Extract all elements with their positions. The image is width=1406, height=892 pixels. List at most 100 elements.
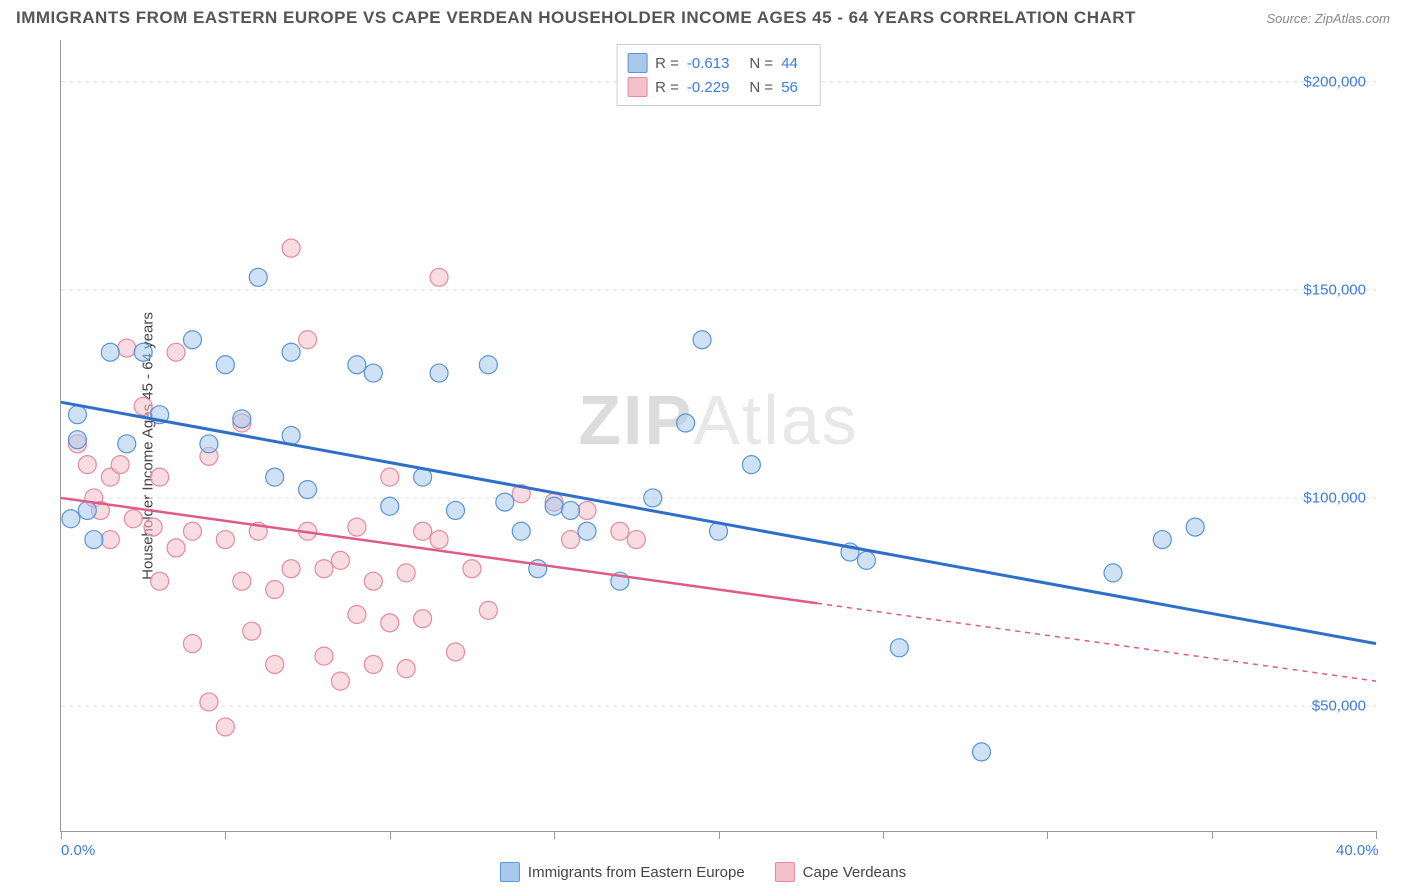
scatter-point — [644, 489, 662, 507]
scatter-point — [742, 456, 760, 474]
scatter-point — [315, 560, 333, 578]
scatter-point — [266, 468, 284, 486]
scatter-point — [331, 551, 349, 569]
x-tick — [61, 831, 62, 839]
scatter-point — [1104, 564, 1122, 582]
scatter-point — [545, 497, 563, 515]
scatter-point — [78, 456, 96, 474]
scatter-point — [299, 481, 317, 499]
scatter-point — [216, 531, 234, 549]
x-tick — [1212, 831, 1213, 839]
r-label: R = — [655, 55, 679, 72]
y-tick-label: $100,000 — [1303, 489, 1366, 506]
legend-swatch-blue — [500, 862, 520, 882]
scatter-point — [167, 343, 185, 361]
scatter-point — [118, 435, 136, 453]
scatter-point — [151, 468, 169, 486]
scatter-point — [447, 643, 465, 661]
scatter-point — [282, 239, 300, 257]
scatter-point — [68, 406, 86, 424]
scatter-point — [331, 672, 349, 690]
scatter-point — [200, 693, 218, 711]
scatter-point — [282, 343, 300, 361]
scatter-point — [184, 522, 202, 540]
n-value: 56 — [781, 79, 798, 96]
scatter-point — [233, 572, 251, 590]
scatter-point — [151, 572, 169, 590]
scatter-point — [381, 614, 399, 632]
x-tick — [1376, 831, 1377, 839]
scatter-point — [144, 518, 162, 536]
scatter-point — [282, 560, 300, 578]
scatter-point — [266, 655, 284, 673]
y-tick-label: $150,000 — [1303, 281, 1366, 298]
scatter-point — [479, 601, 497, 619]
scatter-point — [184, 635, 202, 653]
scatter-point — [578, 501, 596, 519]
scatter-point — [364, 655, 382, 673]
scatter-point — [496, 493, 514, 511]
chart-plot-area: ZIPAtlas R = -0.613 N = 44 R = -0.229 N … — [60, 40, 1376, 832]
y-tick-label: $50,000 — [1312, 698, 1366, 715]
scatter-point — [216, 718, 234, 736]
scatter-point — [348, 606, 366, 624]
r-value: -0.613 — [687, 55, 730, 72]
scatter-plot-svg — [61, 40, 1376, 831]
x-tick — [390, 831, 391, 839]
y-tick-label: $200,000 — [1303, 73, 1366, 90]
scatter-point — [299, 331, 317, 349]
n-label: N = — [749, 55, 773, 72]
scatter-point — [463, 560, 481, 578]
scatter-point — [430, 364, 448, 382]
bottom-legend: Immigrants from Eastern Europe Cape Verd… — [500, 862, 906, 882]
legend-swatch-pink — [775, 862, 795, 882]
x-tick — [883, 831, 884, 839]
x-tick-label: 0.0% — [61, 842, 95, 859]
scatter-point — [677, 414, 695, 432]
n-label: N = — [749, 79, 773, 96]
scatter-point — [693, 331, 711, 349]
n-value: 44 — [781, 55, 798, 72]
scatter-point — [1186, 518, 1204, 536]
scatter-point — [118, 339, 136, 357]
scatter-point — [430, 531, 448, 549]
scatter-point — [397, 564, 415, 582]
legend-item: Immigrants from Eastern Europe — [500, 862, 745, 882]
chart-title: IMMIGRANTS FROM EASTERN EUROPE VS CAPE V… — [16, 8, 1136, 28]
x-tick — [554, 831, 555, 839]
scatter-point — [249, 268, 267, 286]
scatter-point — [266, 581, 284, 599]
chart-header: IMMIGRANTS FROM EASTERN EUROPE VS CAPE V… — [16, 8, 1390, 28]
legend-statistics: R = -0.613 N = 44 R = -0.229 N = 56 — [616, 44, 821, 106]
legend-stats-row: R = -0.229 N = 56 — [627, 75, 810, 99]
scatter-point — [315, 647, 333, 665]
scatter-point — [364, 572, 382, 590]
scatter-point — [397, 660, 415, 678]
chart-source: Source: ZipAtlas.com — [1266, 11, 1390, 26]
scatter-point — [562, 531, 580, 549]
x-tick — [1047, 831, 1048, 839]
scatter-point — [1153, 531, 1171, 549]
scatter-point — [101, 343, 119, 361]
scatter-point — [348, 518, 366, 536]
legend-swatch-blue — [627, 53, 647, 73]
legend-label: Immigrants from Eastern Europe — [528, 864, 745, 881]
scatter-point — [78, 501, 96, 519]
scatter-point — [111, 456, 129, 474]
x-tick-label: 40.0% — [1336, 842, 1379, 859]
scatter-point — [348, 356, 366, 374]
scatter-point — [430, 268, 448, 286]
x-tick — [225, 831, 226, 839]
scatter-point — [68, 431, 86, 449]
r-label: R = — [655, 79, 679, 96]
scatter-point — [562, 501, 580, 519]
scatter-point — [85, 531, 103, 549]
scatter-point — [381, 468, 399, 486]
legend-swatch-pink — [627, 77, 647, 97]
scatter-point — [611, 522, 629, 540]
scatter-point — [890, 639, 908, 657]
scatter-point — [243, 622, 261, 640]
scatter-point — [134, 343, 152, 361]
scatter-point — [381, 497, 399, 515]
scatter-point — [512, 522, 530, 540]
